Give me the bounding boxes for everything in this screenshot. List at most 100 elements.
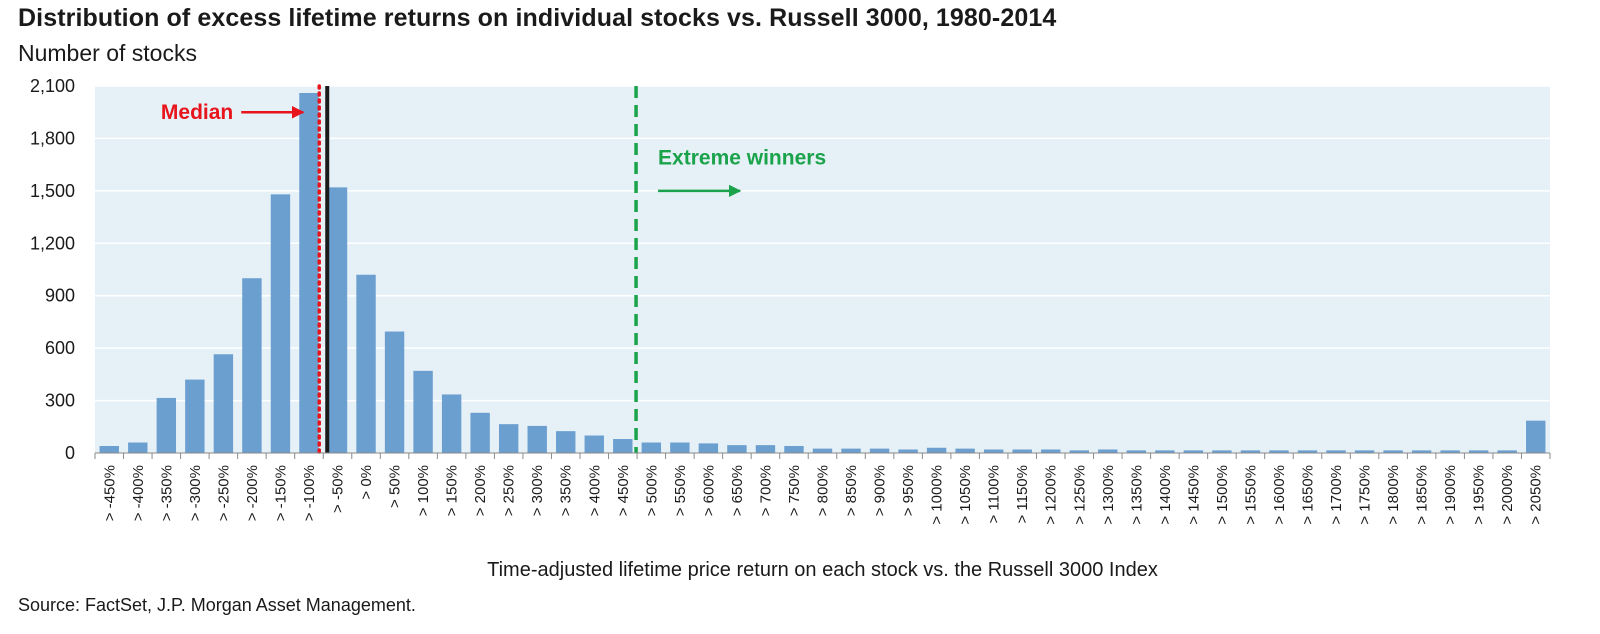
bar (841, 448, 861, 453)
bar (755, 445, 776, 453)
x-tick-label: > -150% (272, 465, 289, 521)
y-tick-label: 1,800 (30, 128, 75, 148)
bar (356, 274, 376, 453)
bar (983, 449, 1004, 453)
x-tick-label: > 550% (672, 465, 689, 516)
x-tick-label: > 1400% (1157, 465, 1174, 525)
x-tick-label: > -200% (244, 465, 261, 521)
y-tick-label: 600 (45, 338, 75, 358)
chart-title: Distribution of excess lifetime returns … (18, 4, 1057, 32)
bar (1526, 420, 1546, 453)
x-tick-label: > 350% (558, 465, 575, 516)
x-tick-label: > 250% (501, 465, 518, 516)
reference-lines: Median Extreme winners (161, 84, 826, 455)
chart-subtitle: Number of stocks (18, 40, 197, 66)
x-tick-label: > 700% (757, 465, 774, 516)
bar (784, 446, 804, 453)
x-tick-label: > 1350% (1128, 465, 1145, 525)
y-tick-label: 0 (65, 443, 75, 463)
x-tick-label: > 1850% (1414, 465, 1431, 525)
x-tick-label: > 850% (843, 465, 860, 516)
bar (270, 194, 291, 453)
x-tick-label: > 1750% (1357, 465, 1374, 525)
x-axis-label: Time-adjusted lifetime price return on e… (487, 559, 1158, 581)
x-tick-label: > 650% (729, 465, 746, 516)
x-tick-label: > -400% (130, 465, 147, 521)
bar (128, 442, 148, 453)
bar (727, 445, 747, 453)
bar (898, 449, 918, 453)
x-tick-label: > 400% (586, 465, 603, 516)
bar (1468, 450, 1489, 453)
x-tick-label: > 1600% (1271, 465, 1288, 525)
x-tick-label: > 1450% (1185, 465, 1202, 525)
bar (812, 448, 833, 453)
bar (1069, 450, 1089, 453)
bar (1183, 450, 1204, 453)
x-tick-label: > 1150% (1014, 465, 1031, 524)
bar (441, 394, 462, 453)
x-tick-label: > 750% (786, 465, 803, 516)
x-tick-label: > 600% (700, 465, 717, 516)
bar (1212, 450, 1232, 453)
bar (242, 278, 262, 453)
y-tick-label: 2,100 (30, 76, 75, 96)
x-tick-label: > 1200% (1043, 465, 1060, 525)
bar (185, 379, 205, 453)
x-tick-label: > 1950% (1471, 465, 1488, 525)
bar (926, 447, 947, 453)
bar (1497, 450, 1517, 453)
bars (99, 92, 1546, 453)
x-tick-label: > 450% (615, 465, 632, 516)
source-note: Source: FactSet, J.P. Morgan Asset Manag… (18, 595, 416, 615)
x-tick-label: > 300% (529, 465, 546, 516)
x-tick-label: > 50% (387, 465, 404, 508)
x-tick-label: > 800% (815, 465, 832, 516)
x-tick-label: > 1500% (1214, 465, 1231, 525)
x-tick-label: > 950% (900, 465, 917, 516)
bar (1126, 450, 1147, 453)
bar (527, 425, 547, 453)
bar (1041, 449, 1061, 453)
x-tick-label: > 1300% (1100, 465, 1117, 525)
x-tick-label: > 900% (872, 465, 889, 516)
x-tick-label: > 1000% (929, 465, 946, 525)
bar (1297, 450, 1318, 453)
bar (1098, 449, 1118, 453)
x-tick-label: > 0% (358, 465, 375, 500)
y-tick-label: 1,200 (30, 233, 75, 253)
x-tick-label: > 1700% (1328, 465, 1345, 525)
bar (1012, 449, 1032, 453)
bar (1383, 450, 1403, 453)
bar (1326, 450, 1346, 453)
bar (556, 431, 576, 453)
median-label: Median (161, 101, 233, 124)
x-tick-label: > 1900% (1442, 465, 1459, 525)
bar (299, 92, 319, 453)
bar (670, 442, 690, 453)
bar (584, 435, 604, 453)
bar (384, 331, 405, 453)
bar (1240, 450, 1261, 453)
bar (698, 443, 719, 453)
x-tick-label: > 1800% (1385, 465, 1402, 525)
x-tick-label: > 1250% (1071, 465, 1088, 525)
x-tick-label: > 500% (643, 465, 660, 516)
x-tick-label: > 2000% (1499, 465, 1516, 525)
x-tick-label: > -100% (301, 465, 318, 521)
bar (213, 354, 234, 453)
bar (869, 448, 890, 453)
bar (1411, 450, 1432, 453)
x-tick-label: > 100% (415, 465, 432, 516)
x-tick-label: > -250% (215, 465, 232, 521)
bar (955, 448, 975, 453)
bar (99, 446, 119, 453)
x-tick-label: > 1550% (1242, 465, 1259, 525)
x-tick-label: > 1650% (1300, 465, 1317, 525)
bar (413, 370, 433, 453)
y-axis: 0 300 600 900 1,200 1,500 1,800 2,100 (30, 76, 75, 463)
x-tick-label: > -300% (187, 465, 204, 521)
bar (1155, 450, 1175, 453)
x-tick-label: > 2050% (1528, 465, 1545, 525)
